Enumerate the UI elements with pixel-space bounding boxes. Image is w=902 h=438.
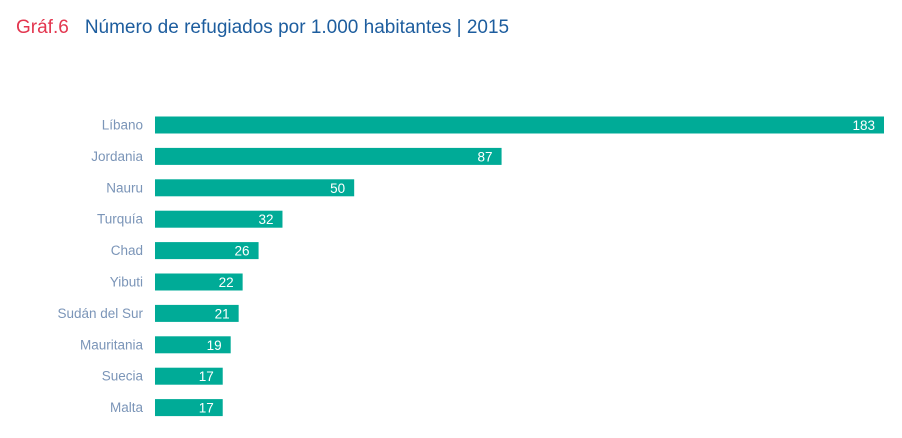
value-label: 32 xyxy=(258,212,273,227)
chart-title: Número de refugiados por 1.000 habitante… xyxy=(84,17,510,38)
chart-header: Gráf.6 Número de refugiados por 1.000 hab… xyxy=(16,17,509,39)
category-label: Sudán del Sur xyxy=(57,306,143,321)
bar xyxy=(155,147,502,165)
value-label: 19 xyxy=(207,338,222,353)
category-label: Líbano xyxy=(102,118,143,133)
category-label: Suecia xyxy=(102,369,144,384)
value-label: 17 xyxy=(199,401,214,416)
bar xyxy=(155,273,243,291)
value-label: 21 xyxy=(215,306,230,321)
bar xyxy=(155,367,223,385)
category-label: Chad xyxy=(111,243,143,258)
bar xyxy=(155,116,884,134)
value-label: 17 xyxy=(199,369,214,384)
bar xyxy=(155,304,239,322)
category-label: Turquía xyxy=(97,212,144,227)
value-label: 183 xyxy=(852,118,875,133)
bar xyxy=(155,399,223,417)
category-label: Mauritania xyxy=(80,337,144,352)
bars: Líbano 183 Jordania 87 Nauru 50 Turquía 32 Chad 2… xyxy=(57,116,884,417)
bar xyxy=(155,179,355,197)
bar xyxy=(155,242,259,260)
value-label: 22 xyxy=(219,275,234,290)
category-label: Nauru xyxy=(106,180,143,195)
bar xyxy=(155,210,283,228)
value-label: 50 xyxy=(330,181,345,196)
chart-number: Gráf.6 xyxy=(16,17,69,38)
category-label: Jordania xyxy=(91,149,143,164)
bar xyxy=(155,336,231,354)
value-label: 87 xyxy=(478,149,493,164)
value-label: 26 xyxy=(235,244,250,259)
category-label: Malta xyxy=(110,400,144,415)
category-label: Yibuti xyxy=(110,275,143,290)
